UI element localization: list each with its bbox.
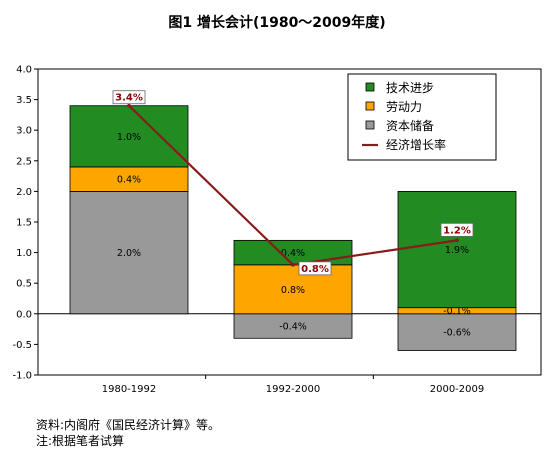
growth-label-box xyxy=(440,222,474,237)
legend-swatch xyxy=(365,82,375,92)
source-note: 资料:内阁府《国民经济计算》等。 xyxy=(36,418,221,432)
bar-segment-label: 0.4% xyxy=(117,175,141,186)
bar-segment xyxy=(69,105,189,168)
growth-point xyxy=(127,103,131,108)
bar-segment-label: -0.1% xyxy=(443,306,471,317)
y-tick-label: 2.5 xyxy=(16,156,32,167)
growth-label-box xyxy=(298,261,332,276)
legend-label: 劳动力 xyxy=(386,100,422,114)
y-tick-label: 0.0 xyxy=(16,309,32,320)
x-tick-label: 1980-1992 xyxy=(102,384,157,395)
bar-segment-label: 2.0% xyxy=(117,248,141,259)
bar-segment xyxy=(233,239,353,266)
bar-segment-label: 0.4% xyxy=(281,248,305,259)
legend-label: 技术进步 xyxy=(386,81,434,95)
y-tick-label: 1.0 xyxy=(16,248,32,259)
y-tick-label: -1.0 xyxy=(12,371,32,382)
bar-segment-label: -0.6% xyxy=(443,328,471,339)
growth-label: 3.4% xyxy=(115,93,143,104)
legend-label: 资本储备 xyxy=(386,118,434,133)
y-tick-label: 4.0 xyxy=(16,65,32,76)
y-tick-label: 3.0 xyxy=(16,126,32,137)
bar-segment-label: 0.8% xyxy=(281,285,305,296)
growth-label: 1.2% xyxy=(443,225,471,236)
bar-segment xyxy=(397,190,517,309)
bar-segment xyxy=(233,313,353,339)
y-tick-label: 3.5 xyxy=(16,95,32,106)
x-tick-label: 1992-2000 xyxy=(266,384,321,395)
bar-segment xyxy=(69,166,189,192)
x-tick-label: 2000-2009 xyxy=(430,384,485,395)
growth-label-box xyxy=(112,90,146,105)
growth-point xyxy=(455,238,459,243)
growth-label: 0.8% xyxy=(301,264,329,275)
growth-point xyxy=(291,263,295,267)
y-tick-label: 2.0 xyxy=(16,187,32,198)
legend-label: 经济增长率 xyxy=(386,137,446,152)
chart-title: 图1 增长会计(1980～2009年度) xyxy=(168,14,385,31)
legend-swatch xyxy=(365,120,375,130)
bar-segment-label: 1.0% xyxy=(117,132,141,143)
bar-segment xyxy=(69,190,189,315)
remark-note: 注:根据笔者试算 xyxy=(36,434,125,448)
bar-segment xyxy=(397,313,517,351)
y-tick-label: -0.5 xyxy=(12,340,32,351)
bar-segment-label: 1.9% xyxy=(445,245,469,256)
legend-swatch xyxy=(365,101,375,111)
y-tick-label: 0.5 xyxy=(16,279,32,290)
bar-segment-label: -0.4% xyxy=(279,322,307,333)
y-tick-label: 1.5 xyxy=(16,218,32,229)
